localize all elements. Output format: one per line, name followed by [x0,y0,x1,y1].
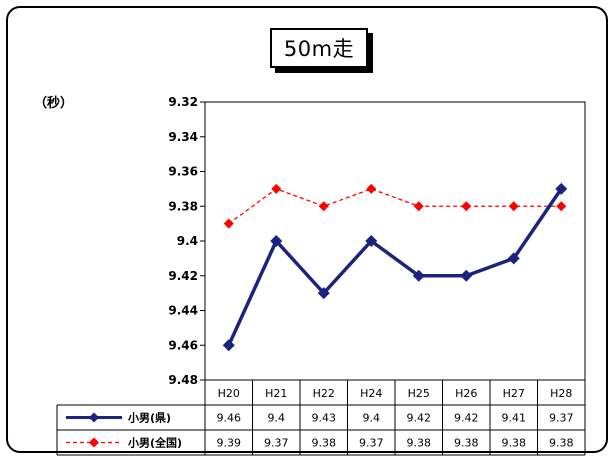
chart-frame [6,6,608,453]
data-point-marker [555,182,568,195]
data-point-marker [223,218,234,229]
data-point-marker [507,252,520,265]
data-table-value: 9.38 [454,437,479,450]
y-tick-label: 9.34 [168,130,198,144]
data-table-value: 9.46 [217,412,242,425]
data-table-value: 9.4 [268,412,286,425]
series-line [227,187,563,346]
data-point-marker [460,269,473,282]
x-category-label: H26 [455,387,477,400]
y-tick-label: 9.48 [168,373,198,387]
y-tick-label: 9.4 [177,234,198,248]
y-tick-label: 9.44 [168,304,198,318]
data-point-marker [412,269,425,282]
chart-title-box: 50m走 [270,28,368,68]
data-table-value: 9.38 [407,437,432,450]
y-tick-label: 9.36 [168,165,198,179]
data-table-value: 9.38 [502,437,527,450]
data-point-marker [271,183,282,194]
data-point-marker [556,201,567,212]
y-axis-unit-label: （秒） [34,96,74,111]
data-point-marker [366,183,377,194]
data-point-marker [222,339,235,352]
data-table-value: 9.37 [264,437,289,450]
chart-title: 50m走 [283,37,355,61]
data-point-marker [270,235,283,247]
x-category-label: H21 [265,387,287,400]
data-table-value: 9.39 [217,437,242,450]
data-table-value: 9.4 [363,412,381,425]
data-table-value: 9.42 [454,412,479,425]
data-table-value: 9.37 [359,437,384,450]
x-category-label: H22 [313,387,335,400]
series-line [228,188,562,225]
y-tick-label: 9.38 [168,199,198,213]
data-table-value: 9.43 [312,412,337,425]
data-table-value: 9.42 [407,412,432,425]
y-tick-label: 9.32 [168,95,198,109]
data-table-value: 9.41 [502,412,527,425]
legend-label: 小男(全国) [127,436,182,450]
legend-label: 小男(県) [127,411,171,425]
data-point-marker [365,235,378,247]
data-table-value: 9.38 [312,437,337,450]
data-point-marker [508,201,519,212]
data-point-marker [461,201,472,212]
plot-area [204,101,586,381]
x-category-label: H25 [408,387,430,400]
data-point-marker [413,201,424,212]
data-point-marker [317,287,330,300]
y-tick-label: 9.46 [168,338,198,352]
y-tick-label: 9.42 [168,269,198,283]
data-table-value: 9.38 [549,437,574,450]
data-table-value: 9.37 [549,412,574,425]
x-category-label: H20 [218,387,240,400]
legend-marker [89,437,99,448]
legend-marker [89,412,99,423]
x-category-label: H28 [550,387,572,400]
x-category-label: H27 [503,387,525,400]
data-point-marker [318,201,329,212]
x-category-label: H24 [360,387,382,400]
